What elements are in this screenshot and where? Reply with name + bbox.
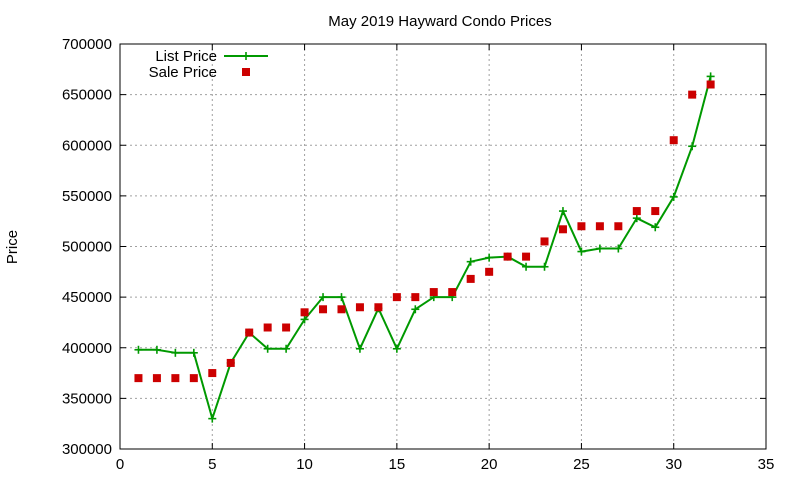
- data-point-sale-price: [669, 136, 678, 145]
- legend-label-list-price: List Price: [155, 48, 217, 65]
- data-point-sale-price: [189, 374, 198, 383]
- data-point-list-price: [632, 214, 641, 223]
- data-point-sale-price: [577, 222, 586, 231]
- y-axis-label: Price: [4, 230, 21, 264]
- data-point-sale-price: [392, 293, 401, 302]
- data-point-list-price: [134, 345, 143, 354]
- data-point-sale-price: [706, 80, 715, 89]
- data-point-list-price: [263, 344, 272, 353]
- y-tick-label: 450000: [62, 289, 112, 306]
- y-tick-label: 500000: [62, 239, 112, 256]
- data-point-list-price: [189, 348, 198, 357]
- data-point-list-price: [300, 315, 309, 324]
- legend-swatch-sale-price: [242, 68, 250, 76]
- data-point-list-price: [669, 192, 678, 201]
- y-tick-label: 400000: [62, 340, 112, 357]
- legend-label-sale-price: Sale Price: [149, 64, 217, 81]
- data-point-sale-price: [503, 252, 512, 261]
- grid: [120, 44, 766, 449]
- data-point-list-price: [688, 142, 697, 151]
- data-point-sale-price: [448, 288, 457, 297]
- data-point-list-price: [208, 414, 217, 423]
- data-point-sale-price: [688, 90, 697, 99]
- data-point-list-price: [558, 207, 567, 216]
- data-point-sale-price: [466, 274, 475, 283]
- data-point-sale-price: [226, 358, 235, 367]
- data-point-list-price: [171, 348, 180, 357]
- legend-marker-list-price: [242, 52, 250, 60]
- y-tick-label: 550000: [62, 188, 112, 205]
- data-point-list-price: [319, 293, 328, 302]
- data-point-sale-price: [245, 328, 254, 337]
- data-point-sale-price: [411, 293, 420, 302]
- x-tick-label: 30: [665, 456, 682, 473]
- data-point-list-price: [577, 247, 586, 256]
- data-point-list-price: [355, 344, 364, 353]
- y-tick-label: 600000: [62, 137, 112, 154]
- data-point-list-price: [595, 244, 604, 253]
- x-tick-label: 20: [481, 456, 498, 473]
- data-point-list-price: [392, 344, 401, 353]
- data-point-sale-price: [134, 374, 143, 383]
- data-point-list-price: [614, 244, 623, 253]
- data-point-sale-price: [300, 308, 309, 317]
- data-point-sale-price: [263, 323, 272, 332]
- data-point-sale-price: [374, 303, 383, 312]
- x-tick-label: 15: [389, 456, 406, 473]
- data-point-list-price: [485, 253, 494, 262]
- chart-title: May 2019 Hayward Condo Prices: [328, 13, 551, 30]
- x-tick-label: 5: [208, 456, 216, 473]
- y-tick-label: 650000: [62, 87, 112, 104]
- plot-frame: [119, 43, 767, 450]
- data-point-list-price: [282, 344, 291, 353]
- data-point-list-price: [152, 345, 161, 354]
- y-tick-label: 700000: [62, 36, 112, 53]
- series-layer: [134, 72, 715, 423]
- data-point-sale-price: [282, 323, 291, 332]
- data-point-sale-price: [632, 207, 641, 216]
- data-point-list-price: [706, 72, 715, 81]
- series-line-list-price: [138, 76, 712, 423]
- data-point-sale-price: [152, 374, 161, 383]
- data-point-sale-price: [614, 222, 623, 231]
- x-tick-label: 35: [758, 456, 775, 473]
- data-point-list-price: [522, 262, 531, 271]
- axis-ticks: 300000 350000 400000 450000 500000 550000 6000…: [62, 36, 774, 473]
- data-point-list-price: [466, 257, 475, 266]
- data-point-list-price: [411, 305, 420, 314]
- y-tick-label: 350000: [62, 390, 112, 407]
- data-point-sale-price: [337, 305, 346, 314]
- data-point-sale-price: [540, 237, 549, 246]
- data-point-sale-price: [485, 267, 494, 276]
- data-point-sale-price: [171, 374, 180, 383]
- data-point-list-price: [651, 223, 660, 232]
- data-point-sale-price: [558, 225, 567, 234]
- x-tick-label: 25: [573, 456, 590, 473]
- data-point-sale-price: [319, 305, 328, 314]
- data-point-list-price: [540, 262, 549, 271]
- data-point-sale-price: [208, 369, 217, 378]
- data-point-sale-price: [429, 288, 438, 297]
- x-tick-label: 10: [296, 456, 313, 473]
- data-point-list-price: [337, 293, 346, 302]
- data-point-sale-price: [651, 207, 660, 216]
- data-point-sale-price: [355, 303, 364, 312]
- data-point-sale-price: [595, 222, 604, 231]
- data-point-sale-price: [522, 252, 531, 261]
- x-tick-label: 0: [116, 456, 124, 473]
- y-tick-label: 300000: [62, 441, 112, 458]
